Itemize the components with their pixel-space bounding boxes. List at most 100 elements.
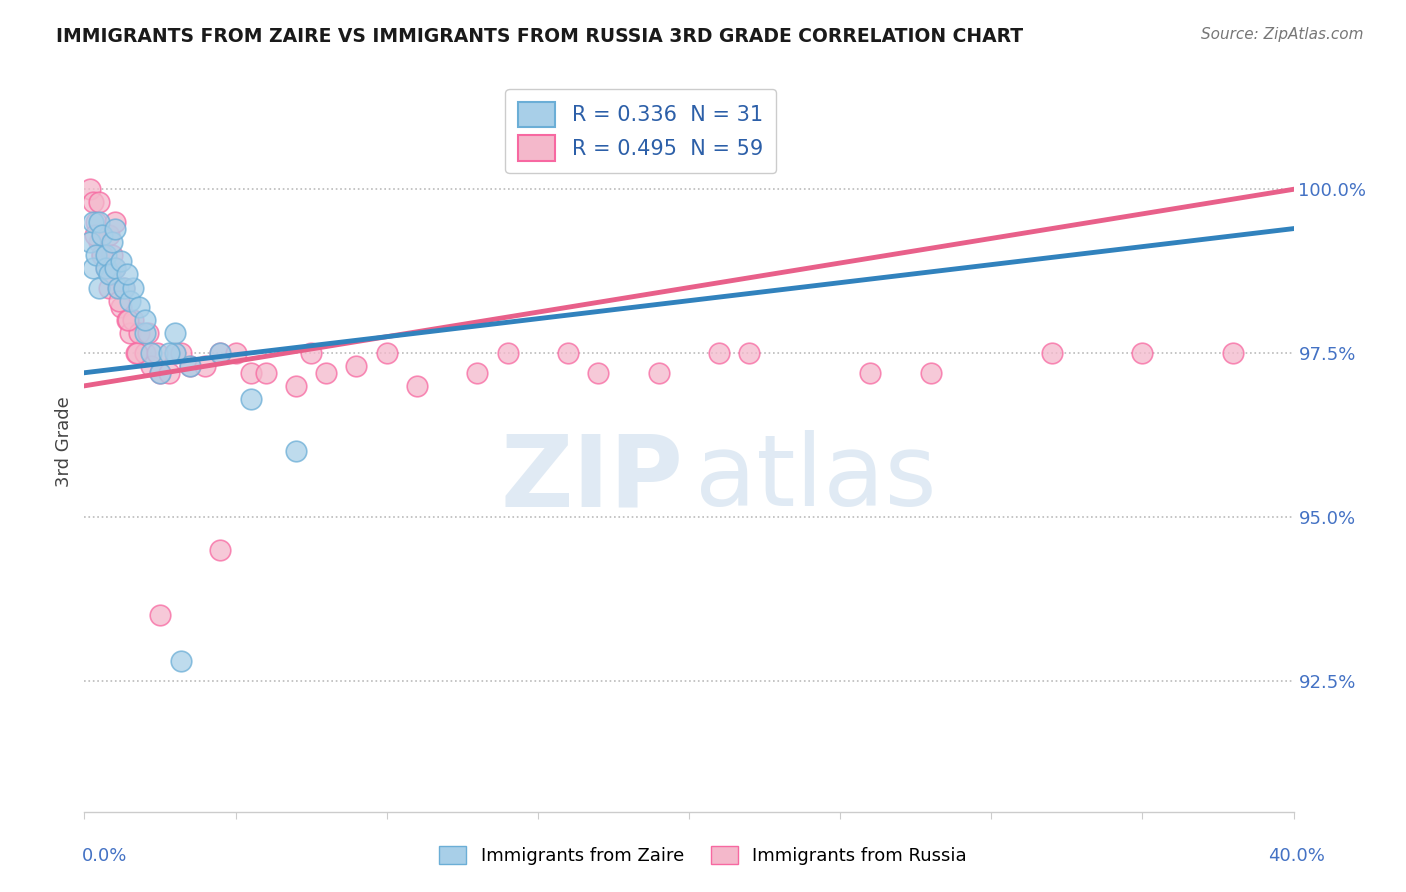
Point bbox=[115, 268, 138, 282]
Point bbox=[112, 280, 135, 294]
Text: IMMIGRANTS FROM ZAIRE VS IMMIGRANTS FROM RUSSIA 3RD GRADE CORRELATION CHART: IMMIGRANTS FROM ZAIRE VS IMMIGRANTS FROM… bbox=[56, 27, 1024, 45]
Point bbox=[1132, 346, 1154, 360]
Point bbox=[136, 326, 159, 341]
Point bbox=[86, 215, 108, 229]
Point bbox=[146, 346, 169, 360]
Point bbox=[94, 248, 117, 262]
Point bbox=[98, 268, 121, 282]
Point bbox=[82, 260, 104, 275]
Point bbox=[165, 346, 187, 360]
Point bbox=[406, 379, 429, 393]
Point bbox=[299, 346, 322, 360]
Point bbox=[165, 326, 187, 341]
Point bbox=[194, 359, 217, 374]
Point bbox=[107, 280, 129, 294]
Point bbox=[108, 293, 131, 308]
Point bbox=[149, 366, 172, 380]
Point bbox=[588, 366, 610, 380]
Point bbox=[496, 346, 519, 360]
Point bbox=[209, 346, 232, 360]
Point bbox=[97, 268, 120, 282]
Point bbox=[79, 235, 101, 249]
Point bbox=[157, 346, 180, 360]
Point bbox=[110, 300, 132, 314]
Point bbox=[149, 608, 172, 623]
Point bbox=[209, 542, 232, 557]
Point bbox=[121, 313, 143, 327]
Point bbox=[648, 366, 671, 380]
Point bbox=[128, 300, 150, 314]
Point bbox=[149, 366, 172, 380]
Point bbox=[179, 359, 201, 374]
Point bbox=[100, 248, 122, 262]
Point bbox=[86, 248, 108, 262]
Point bbox=[859, 366, 882, 380]
Point bbox=[170, 654, 193, 668]
Point bbox=[346, 359, 368, 374]
Point bbox=[285, 444, 308, 458]
Point bbox=[115, 313, 138, 327]
Point bbox=[920, 366, 942, 380]
Point bbox=[79, 182, 101, 196]
Point bbox=[121, 280, 143, 294]
Point bbox=[738, 346, 761, 360]
Point bbox=[239, 392, 262, 406]
Text: atlas: atlas bbox=[695, 430, 936, 527]
Point bbox=[89, 235, 111, 249]
Point bbox=[239, 366, 262, 380]
Y-axis label: 3rd Grade: 3rd Grade bbox=[55, 396, 73, 487]
Point bbox=[709, 346, 731, 360]
Point bbox=[91, 228, 114, 243]
Point bbox=[104, 221, 127, 235]
Legend: Immigrants from Zaire, Immigrants from Russia: Immigrants from Zaire, Immigrants from R… bbox=[432, 838, 974, 872]
Point bbox=[170, 346, 193, 360]
Point bbox=[97, 228, 120, 243]
Point bbox=[91, 248, 114, 262]
Text: 40.0%: 40.0% bbox=[1268, 847, 1324, 864]
Text: ZIP: ZIP bbox=[501, 430, 683, 527]
Point bbox=[117, 313, 139, 327]
Point bbox=[1222, 346, 1244, 360]
Point bbox=[89, 215, 111, 229]
Point bbox=[1040, 346, 1063, 360]
Point bbox=[134, 346, 156, 360]
Point bbox=[134, 326, 156, 341]
Point bbox=[375, 346, 398, 360]
Point bbox=[82, 195, 104, 210]
Point bbox=[118, 326, 141, 341]
Point bbox=[139, 359, 162, 374]
Point bbox=[89, 280, 111, 294]
Point bbox=[89, 195, 111, 210]
Point bbox=[125, 346, 148, 360]
Point bbox=[225, 346, 247, 360]
Point bbox=[82, 215, 104, 229]
Point bbox=[112, 280, 135, 294]
Point bbox=[128, 326, 150, 341]
Point bbox=[94, 260, 117, 275]
Point bbox=[84, 228, 107, 243]
Point bbox=[104, 215, 127, 229]
Point bbox=[104, 260, 127, 275]
Point bbox=[467, 366, 489, 380]
Point bbox=[157, 366, 180, 380]
Point bbox=[179, 359, 201, 374]
Point bbox=[134, 313, 156, 327]
Point bbox=[139, 346, 162, 360]
Point bbox=[315, 366, 337, 380]
Point bbox=[209, 346, 232, 360]
Point bbox=[91, 248, 114, 262]
Text: 0.0%: 0.0% bbox=[82, 847, 127, 864]
Point bbox=[118, 293, 141, 308]
Point bbox=[97, 280, 120, 294]
Point bbox=[254, 366, 277, 380]
Point bbox=[110, 254, 132, 268]
Point bbox=[100, 235, 122, 249]
Point bbox=[107, 280, 129, 294]
Point bbox=[285, 379, 308, 393]
Point bbox=[94, 260, 117, 275]
Point bbox=[104, 260, 127, 275]
Point bbox=[557, 346, 579, 360]
Point bbox=[165, 346, 187, 360]
Text: Source: ZipAtlas.com: Source: ZipAtlas.com bbox=[1201, 27, 1364, 42]
Legend: R = 0.336  N = 31, R = 0.495  N = 59: R = 0.336 N = 31, R = 0.495 N = 59 bbox=[505, 89, 776, 173]
